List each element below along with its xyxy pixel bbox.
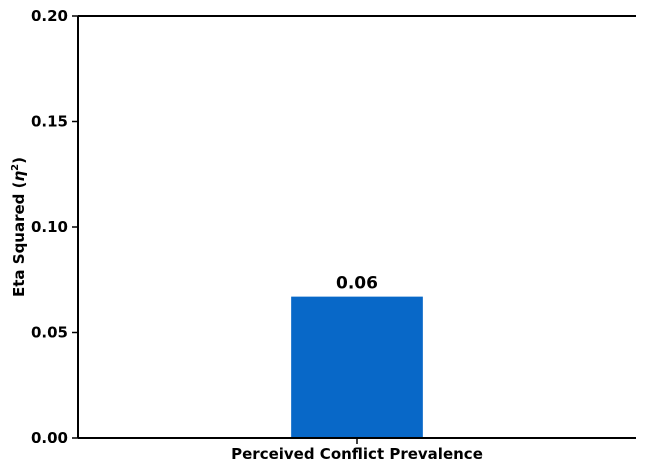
y-tick-label: 0.00 bbox=[31, 429, 68, 447]
y-axis-title: Eta Squared (η2) bbox=[10, 157, 28, 297]
y-tick-label: 0.15 bbox=[31, 113, 68, 131]
y-tick-label: 0.20 bbox=[31, 7, 68, 25]
x-tick-label: Perceived Conflict Prevalence bbox=[231, 445, 483, 463]
bar-value-label: 0.06 bbox=[336, 274, 378, 294]
y-axis-title-base: Eta Squared ( bbox=[10, 182, 28, 298]
y-axis-title-superscript: 2 bbox=[10, 164, 21, 171]
y-axis-title-symbol: η bbox=[10, 171, 28, 182]
y-tick-label: 0.05 bbox=[31, 324, 68, 342]
y-tick-label: 0.10 bbox=[31, 218, 68, 236]
bars: 0.06 bbox=[291, 274, 423, 438]
y-axis-ticks: 0.00 0.05 0.10 0.15 0.20 bbox=[31, 7, 78, 447]
y-axis-title-close: ) bbox=[10, 157, 28, 164]
x-axis-ticks: Perceived Conflict Prevalence bbox=[231, 438, 483, 463]
bar bbox=[291, 296, 423, 438]
